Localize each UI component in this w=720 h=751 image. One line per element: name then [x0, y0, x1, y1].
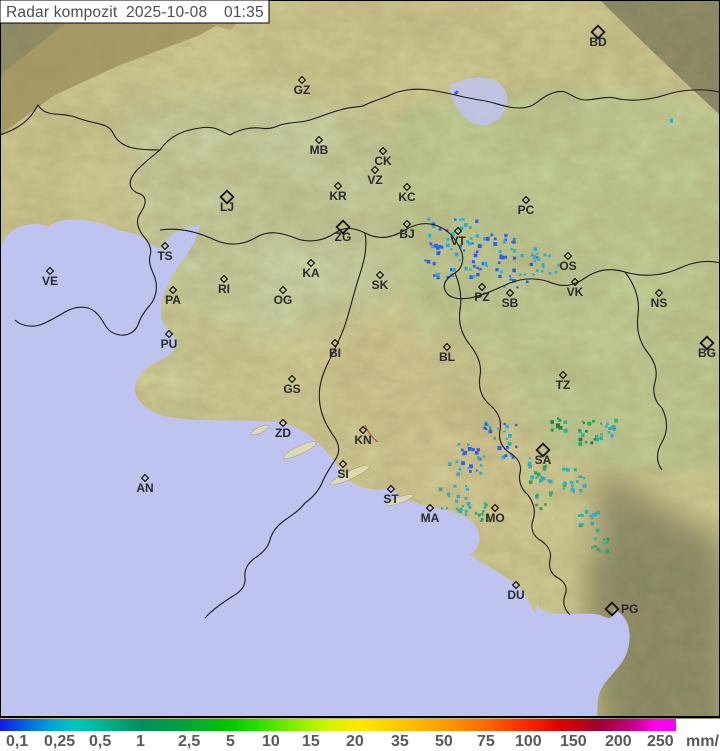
svg-text:VE: VE: [42, 274, 58, 288]
svg-text:15: 15: [302, 733, 320, 750]
svg-text:2025-10-08: 2025-10-08: [126, 4, 207, 21]
svg-text:KR: KR: [329, 189, 347, 203]
svg-text:PC: PC: [518, 203, 535, 217]
svg-text:DU: DU: [507, 588, 524, 602]
svg-text:PG: PG: [621, 602, 638, 616]
svg-text:BI: BI: [329, 346, 341, 360]
svg-text:20: 20: [346, 733, 364, 750]
svg-text:AN: AN: [136, 481, 153, 495]
svg-text:PZ: PZ: [474, 290, 489, 304]
svg-text:VT: VT: [450, 234, 466, 248]
svg-text:MO: MO: [485, 511, 504, 525]
svg-text:CK: CK: [374, 154, 392, 168]
svg-text:VZ: VZ: [367, 173, 382, 187]
svg-text:PA: PA: [165, 293, 181, 307]
svg-text:BL: BL: [439, 350, 455, 364]
svg-text:35: 35: [391, 733, 409, 750]
svg-text:OS: OS: [559, 259, 576, 273]
svg-text:SK: SK: [372, 278, 389, 292]
svg-text:KA: KA: [302, 266, 320, 280]
svg-text:SI: SI: [337, 467, 348, 481]
svg-text:SA: SA: [535, 453, 552, 467]
svg-text:TS: TS: [157, 249, 172, 263]
svg-text:TZ: TZ: [556, 378, 571, 392]
svg-text:100: 100: [515, 733, 542, 750]
svg-text:01:35: 01:35: [224, 4, 264, 21]
svg-text:GZ: GZ: [294, 83, 311, 97]
svg-text:5: 5: [226, 733, 235, 750]
svg-text:LJ: LJ: [220, 200, 234, 214]
svg-text:1: 1: [136, 733, 145, 750]
svg-text:ST: ST: [383, 492, 399, 506]
svg-text:Radar kompozit: Radar kompozit: [6, 4, 118, 21]
svg-text:MA: MA: [421, 511, 440, 525]
svg-text:KC: KC: [398, 190, 416, 204]
svg-text:10: 10: [262, 733, 280, 750]
svg-text:0,25: 0,25: [44, 733, 75, 750]
svg-text:200: 200: [605, 733, 632, 750]
svg-text:SB: SB: [502, 296, 519, 310]
svg-text:OG: OG: [274, 293, 293, 307]
svg-text:BJ: BJ: [399, 227, 414, 241]
svg-text:250: 250: [647, 733, 674, 750]
svg-text:ZG: ZG: [335, 230, 352, 244]
svg-text:MB: MB: [310, 143, 329, 157]
svg-text:PU: PU: [161, 337, 178, 351]
svg-text:GS: GS: [283, 382, 300, 396]
svg-text:RI: RI: [218, 282, 230, 296]
svg-text:ZD: ZD: [275, 426, 291, 440]
svg-text:0,5: 0,5: [89, 733, 111, 750]
svg-text:2,5: 2,5: [178, 733, 200, 750]
svg-text:BD: BD: [589, 35, 607, 49]
svg-text:VK: VK: [567, 285, 584, 299]
svg-text:50: 50: [435, 733, 453, 750]
svg-text:75: 75: [477, 733, 495, 750]
svg-text:NS: NS: [651, 296, 668, 310]
svg-text:BG: BG: [698, 346, 716, 360]
svg-text:150: 150: [560, 733, 587, 750]
svg-text:mm/h: mm/h: [686, 733, 720, 750]
svg-text:KN: KN: [354, 433, 371, 447]
svg-text:0,1: 0,1: [6, 733, 28, 750]
